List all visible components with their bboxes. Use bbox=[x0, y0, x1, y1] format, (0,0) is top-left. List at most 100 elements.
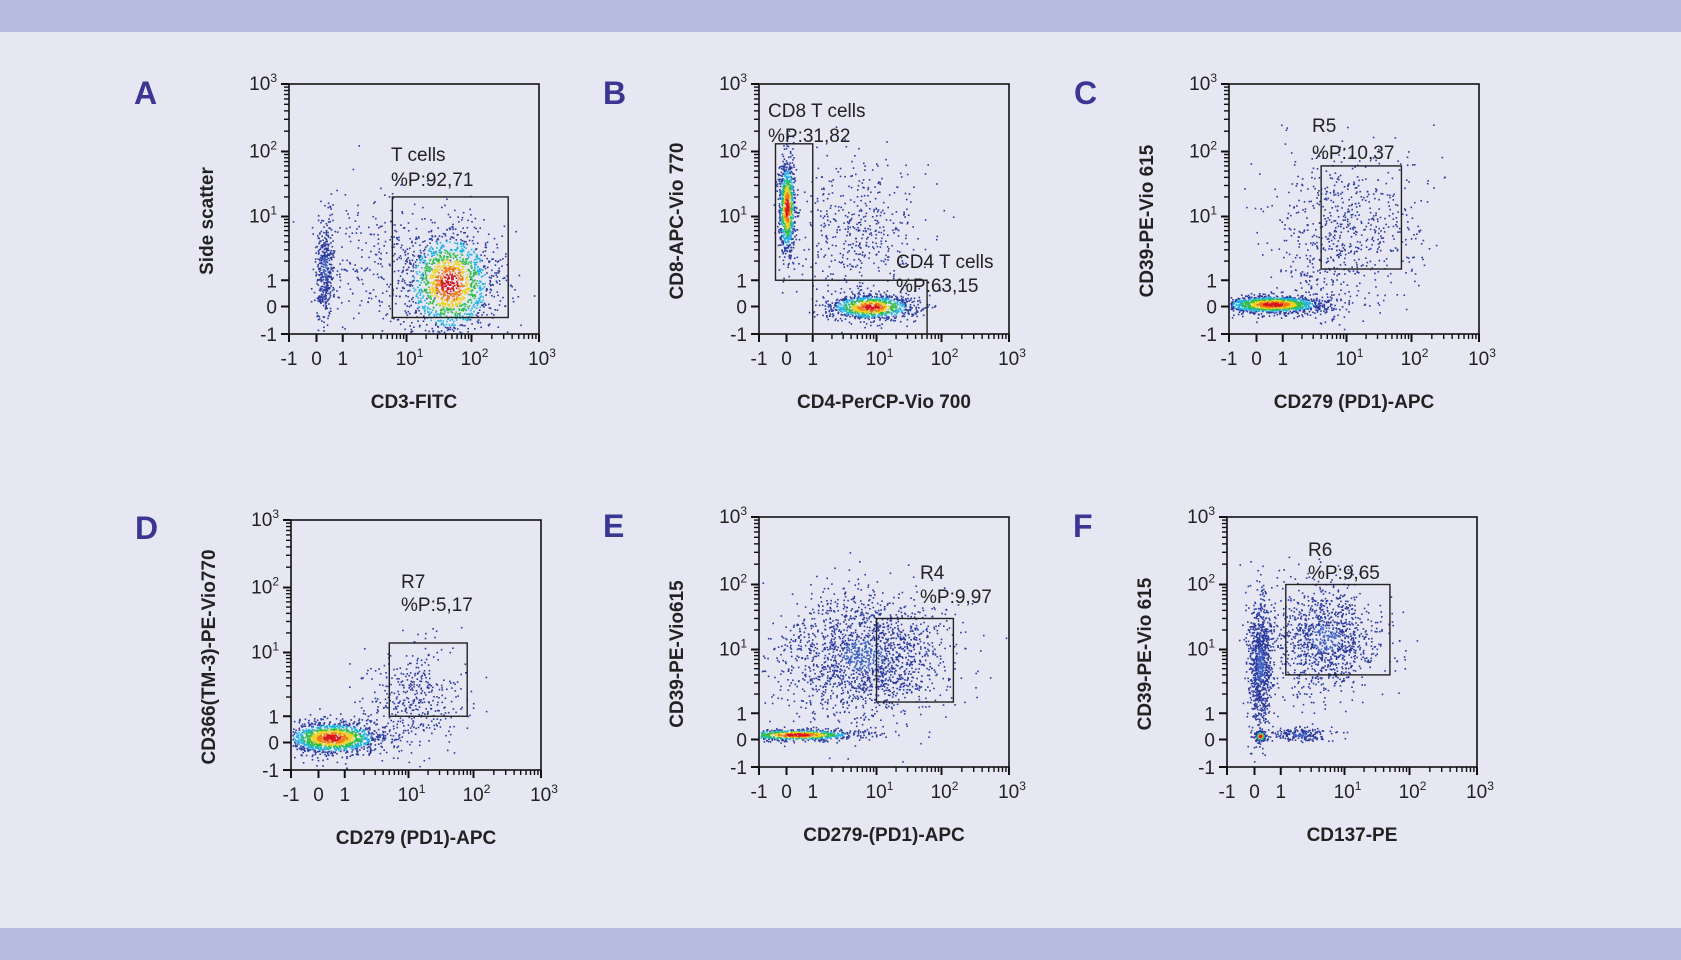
data-point bbox=[441, 236, 443, 238]
data-point bbox=[471, 239, 474, 242]
data-point bbox=[418, 271, 421, 273]
data-point bbox=[886, 164, 889, 167]
data-point bbox=[424, 273, 427, 275]
data-point bbox=[490, 277, 492, 279]
data-point bbox=[861, 237, 863, 240]
data-point bbox=[808, 248, 810, 251]
data-point bbox=[451, 328, 454, 331]
data-point bbox=[868, 294, 871, 296]
data-point bbox=[449, 228, 451, 231]
data-point bbox=[445, 250, 448, 252]
data-point bbox=[1281, 295, 1284, 297]
data-point bbox=[879, 318, 882, 320]
data-point bbox=[381, 330, 384, 332]
data-point bbox=[783, 198, 785, 200]
data-point bbox=[909, 309, 912, 311]
data-point bbox=[790, 256, 792, 258]
data-point bbox=[488, 303, 490, 306]
data-point bbox=[1420, 200, 1422, 202]
data-point bbox=[843, 243, 845, 245]
data-point bbox=[787, 208, 789, 210]
data-point bbox=[1443, 177, 1446, 179]
data-point bbox=[1307, 307, 1309, 309]
data-point bbox=[476, 280, 478, 282]
data-point bbox=[356, 276, 359, 279]
data-point bbox=[781, 292, 784, 294]
data-point bbox=[1420, 243, 1423, 245]
data-point bbox=[441, 277, 444, 279]
data-point bbox=[918, 296, 921, 299]
data-point bbox=[1338, 293, 1341, 296]
data-point bbox=[357, 204, 359, 207]
data-point bbox=[466, 243, 468, 246]
data-point bbox=[816, 245, 818, 247]
data-point bbox=[1293, 310, 1296, 312]
data-point bbox=[423, 310, 426, 312]
data-point bbox=[479, 321, 482, 324]
data-point bbox=[825, 240, 827, 243]
data-point bbox=[484, 274, 486, 276]
data-point bbox=[472, 294, 474, 297]
data-point bbox=[779, 215, 781, 217]
data-point bbox=[430, 229, 433, 232]
data-point bbox=[1301, 314, 1303, 316]
data-point bbox=[908, 300, 910, 302]
data-point bbox=[809, 222, 812, 224]
data-point bbox=[471, 313, 474, 316]
data-point bbox=[475, 302, 478, 305]
data-point bbox=[440, 309, 442, 312]
data-point bbox=[832, 218, 835, 220]
data-point bbox=[446, 270, 448, 273]
data-point bbox=[435, 311, 437, 314]
data-point bbox=[838, 299, 841, 302]
data-point bbox=[495, 274, 498, 276]
data-point bbox=[788, 244, 790, 247]
data-point bbox=[882, 226, 885, 228]
data-point bbox=[783, 211, 786, 213]
data-point bbox=[328, 227, 330, 229]
data-point bbox=[785, 226, 788, 229]
data-point bbox=[1275, 311, 1278, 314]
data-point bbox=[439, 304, 441, 307]
data-point bbox=[472, 305, 475, 307]
data-point bbox=[1323, 303, 1325, 306]
data-point bbox=[432, 288, 434, 290]
data-point bbox=[328, 281, 331, 283]
data-point bbox=[460, 275, 462, 277]
data-point bbox=[1377, 179, 1379, 181]
data-point bbox=[453, 282, 456, 285]
data-point bbox=[860, 314, 863, 316]
data-point bbox=[877, 266, 880, 269]
data-point bbox=[1322, 287, 1325, 289]
data-point bbox=[427, 266, 430, 269]
data-point bbox=[339, 276, 341, 278]
data-point bbox=[330, 285, 332, 287]
data-point bbox=[777, 244, 780, 247]
data-point bbox=[433, 272, 435, 275]
data-point bbox=[793, 166, 795, 168]
data-point bbox=[847, 312, 850, 314]
data-point bbox=[778, 203, 781, 205]
data-point bbox=[463, 261, 466, 263]
data-point bbox=[469, 273, 472, 276]
data-point bbox=[860, 289, 863, 291]
data-point bbox=[860, 300, 862, 302]
data-point bbox=[415, 311, 417, 314]
data-point bbox=[1404, 187, 1406, 190]
data-point bbox=[936, 183, 938, 185]
data-point bbox=[1331, 307, 1333, 309]
data-point bbox=[462, 268, 464, 270]
data-point bbox=[782, 168, 784, 171]
data-point bbox=[312, 268, 315, 271]
data-point bbox=[857, 316, 860, 318]
data-point bbox=[393, 260, 395, 263]
data-point bbox=[456, 328, 459, 330]
data-point bbox=[330, 242, 332, 244]
data-point bbox=[344, 194, 347, 196]
data-point bbox=[1296, 183, 1298, 185]
data-point bbox=[330, 310, 332, 312]
data-point bbox=[439, 256, 442, 258]
data-point bbox=[798, 263, 800, 265]
data-point bbox=[438, 272, 440, 274]
data-point bbox=[464, 313, 466, 315]
